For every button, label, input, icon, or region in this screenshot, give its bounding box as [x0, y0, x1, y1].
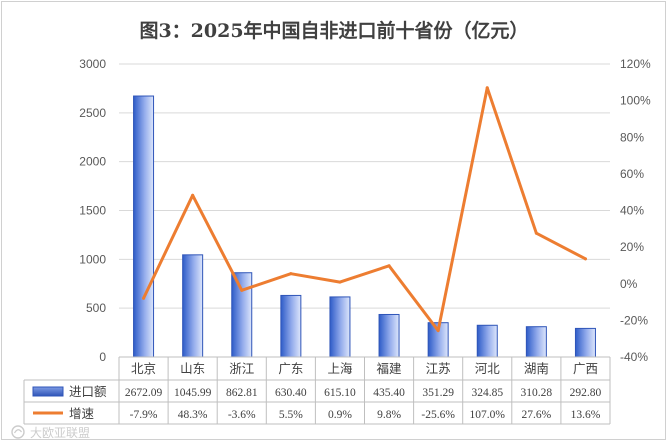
import-value-label: 324.85 — [471, 387, 503, 399]
bar-import-0 — [133, 95, 155, 358]
bar-import-7 — [476, 324, 498, 358]
category-label: 河北 — [475, 361, 501, 376]
growth-value-label: 5.5% — [279, 409, 303, 421]
bar-import-9 — [574, 327, 596, 358]
right-tick-label: 60% — [620, 167, 644, 181]
import-value-label: 351.29 — [422, 387, 454, 399]
right-tick-label: 20% — [620, 240, 644, 254]
category-label: 广西 — [573, 361, 598, 376]
left-tick-label: 2500 — [79, 106, 106, 120]
growth-value-label: 13.6% — [571, 409, 601, 421]
import-value-label: 630.40 — [275, 387, 307, 399]
import-value-label: 862.81 — [226, 387, 258, 399]
growth-value-label: 107.0% — [470, 409, 506, 421]
growth-line-layer — [142, 86, 587, 333]
import-value-label: 1045.99 — [174, 387, 212, 399]
bars-layer — [133, 95, 596, 358]
data-table: 北京 山东 浙江 广东 上海 福建 江苏 河北 湖南 广西 2672.09 1045.99 862.81… — [23, 356, 611, 425]
category-label: 广东 — [278, 361, 303, 376]
right-tick-label: 0% — [620, 277, 638, 291]
category-label: 福建 — [377, 361, 403, 376]
right-tick-label: 120% — [620, 57, 651, 71]
bar-import-2 — [231, 272, 253, 358]
import-value-label: 435.40 — [373, 387, 405, 399]
import-value-label: 310.28 — [521, 387, 553, 399]
growth-value-label: -3.6% — [228, 409, 256, 421]
right-axis: -40% -20% 0% 20% 40% 60% 80% 100% 120% — [620, 57, 651, 364]
legend-key-import — [32, 386, 64, 397]
left-tick-label: 1000 — [79, 252, 106, 266]
left-tick-label: 500 — [86, 301, 106, 315]
category-label: 江苏 — [426, 361, 451, 376]
chart-title: 图3：2025年中国自非进口前十省份（亿元） — [139, 19, 528, 42]
bar-import-3 — [280, 294, 302, 358]
left-tick-label: 3000 — [79, 57, 106, 71]
left-axis: 0 500 1000 1500 2000 2500 3000 — [79, 57, 106, 364]
watermark-text: 大欧亚联盟 — [30, 426, 90, 440]
left-tick-label: 1500 — [79, 204, 106, 218]
right-tick-label: -40% — [620, 350, 648, 364]
growth-point-9 — [583, 257, 587, 261]
growth-point-4 — [338, 280, 342, 284]
watermark: 大欧亚联盟 — [11, 425, 90, 440]
bar-import-1 — [182, 254, 204, 358]
right-tick-label: 100% — [620, 94, 651, 108]
right-tick-label: -20% — [620, 313, 648, 327]
left-tick-label: 0 — [99, 350, 106, 364]
legend-label-import: 进口额 — [69, 384, 107, 399]
import-value-label: 292.80 — [570, 387, 602, 399]
legend-label-growth: 增速 — [69, 406, 95, 421]
growth-point-1 — [191, 193, 195, 197]
bar-import-8 — [525, 326, 547, 358]
growth-point-5 — [387, 264, 391, 268]
category-label: 山东 — [180, 361, 205, 376]
growth-value-label: 9.8% — [377, 409, 401, 421]
growth-point-2 — [240, 288, 244, 292]
import-value-label: 2672.09 — [125, 387, 163, 399]
growth-value-label: 27.6% — [521, 409, 551, 421]
growth-value-label: -7.9% — [130, 409, 158, 421]
category-label: 浙江 — [229, 361, 254, 376]
bar-import-5 — [378, 313, 400, 358]
right-tick-label: 80% — [620, 130, 644, 144]
category-label: 湖南 — [524, 361, 549, 376]
growth-value-label: -25.6% — [421, 409, 455, 421]
category-label: 北京 — [131, 361, 156, 376]
growth-point-8 — [534, 231, 538, 235]
left-tick-label: 2000 — [79, 155, 106, 169]
bar-import-4 — [329, 296, 351, 358]
growth-value-label: 48.3% — [178, 409, 208, 421]
category-label: 上海 — [327, 361, 353, 376]
right-tick-label: 40% — [620, 204, 644, 218]
import-value-label: 615.10 — [324, 387, 356, 399]
growth-point-0 — [142, 296, 146, 300]
growth-point-7 — [485, 86, 489, 90]
growth-line — [142, 86, 587, 333]
growth-point-3 — [289, 272, 293, 276]
growth-point-6 — [436, 329, 440, 333]
growth-value-label: 0.9% — [328, 409, 352, 421]
